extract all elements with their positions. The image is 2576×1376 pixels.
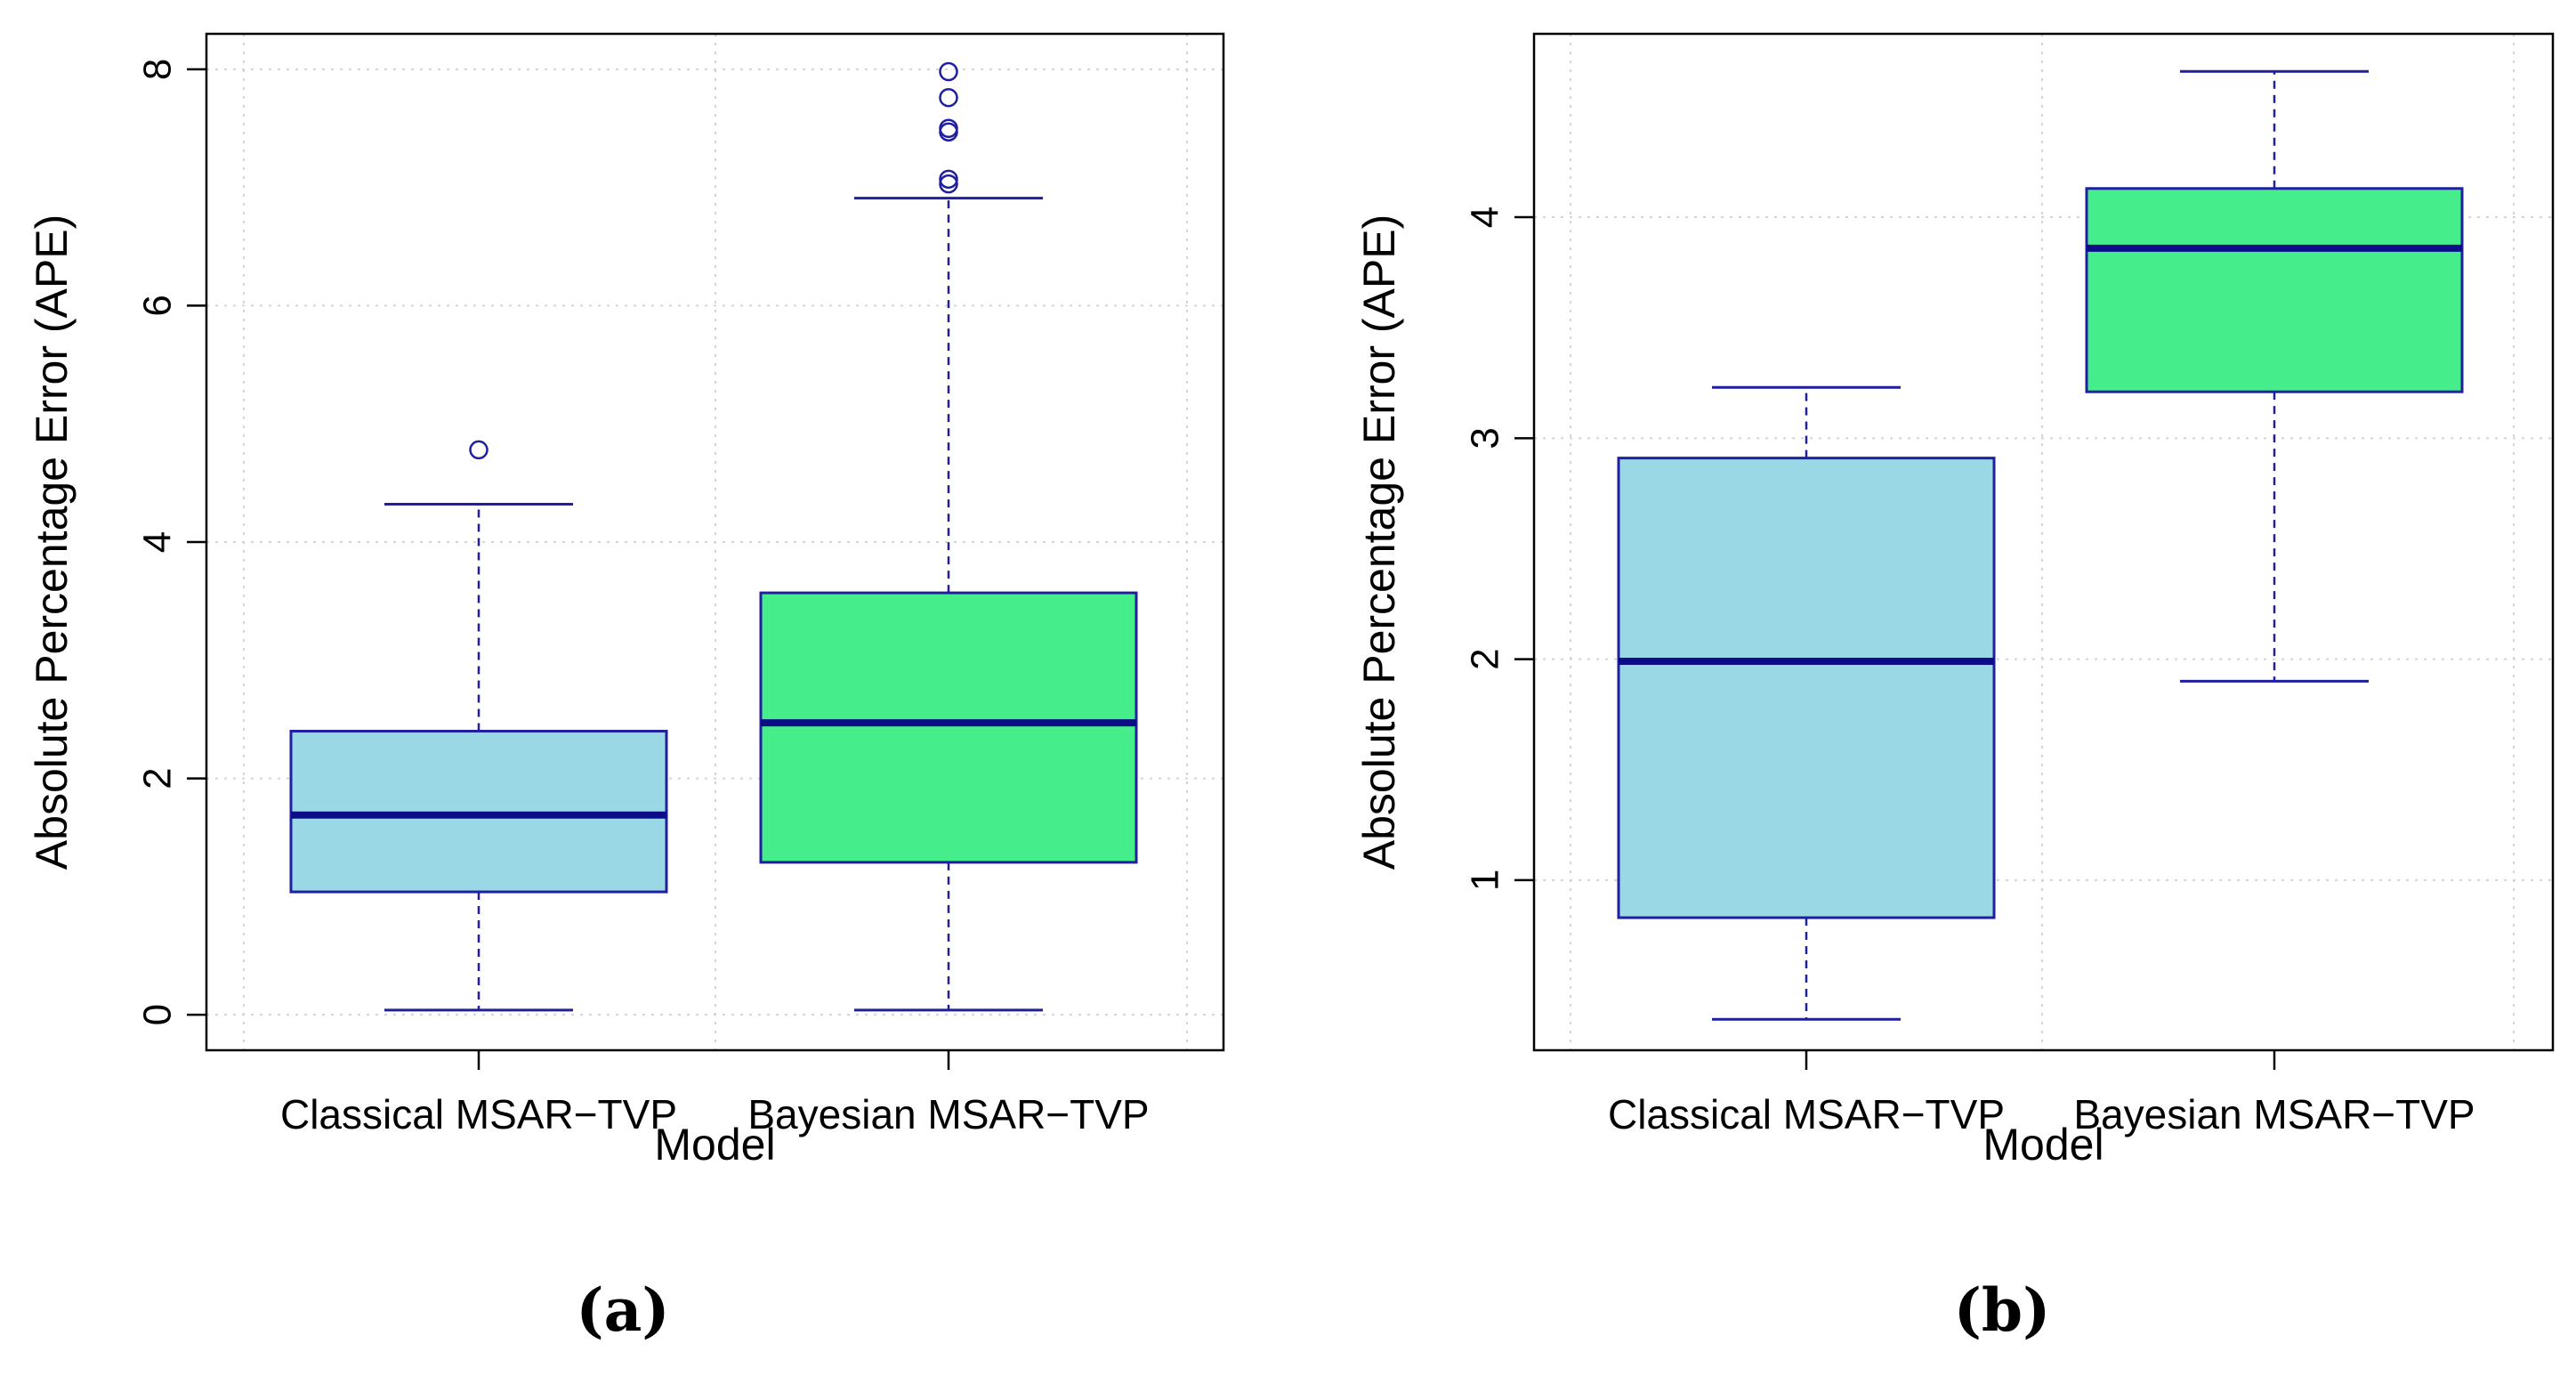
y-tick-label: 4 [1464, 206, 1507, 228]
y-tick-label: 4 [136, 531, 180, 553]
x-tick-label: Classical MSAR−TVP [280, 1091, 677, 1137]
panel-b: 1 2 3 4 Classical MSAR−TVP Bayesian MSAR−TVPM… [1354, 32, 2555, 1345]
box-classical [1617, 385, 1996, 1021]
y-axis-title: Absolute Percentage Error (APE) [1354, 214, 1404, 870]
box-bayesian [2085, 69, 2464, 683]
outlier-point [939, 87, 958, 108]
y-tick-label: 2 [136, 767, 180, 789]
panel-label: (b) [1954, 1275, 2051, 1345]
plot-frame [1532, 32, 2555, 1052]
box-bayesian [759, 61, 1138, 1012]
y-tick-label: 0 [136, 1004, 180, 1025]
outlier-point [939, 61, 958, 82]
x-axis-title: Model [654, 1120, 775, 1170]
x-axis-title: Model [1982, 1120, 2104, 1170]
y-axis-title: Absolute Percentage Error (APE) [27, 214, 77, 870]
x-tick-label: Bayesian MSAR−TVP [2073, 1091, 2475, 1137]
x-tick-label: Classical MSAR−TVP [1608, 1091, 2005, 1137]
y-tick-label: 6 [136, 295, 180, 316]
panel-a: 0 2 4 6 8 Classical MSAR−TVP Bayesian MSAR−TVP… [27, 32, 1225, 1345]
x-tick-label: Bayesian MSAR−TVP [747, 1091, 1149, 1137]
iqr-box [1617, 457, 1996, 919]
panel-label: (a) [576, 1275, 669, 1345]
outlier-point [469, 440, 489, 460]
y-tick-label: 8 [136, 59, 180, 80]
iqr-box [759, 591, 1138, 864]
outlier-point [939, 174, 958, 194]
outlier-point [939, 118, 958, 138]
iqr-box [2085, 187, 2464, 393]
box-classical [289, 440, 668, 1012]
y-tick-label: 3 [1464, 427, 1507, 449]
outlier-point [939, 169, 958, 190]
y-tick-label: 1 [1464, 870, 1507, 891]
y-tick-label: 2 [1464, 648, 1507, 669]
